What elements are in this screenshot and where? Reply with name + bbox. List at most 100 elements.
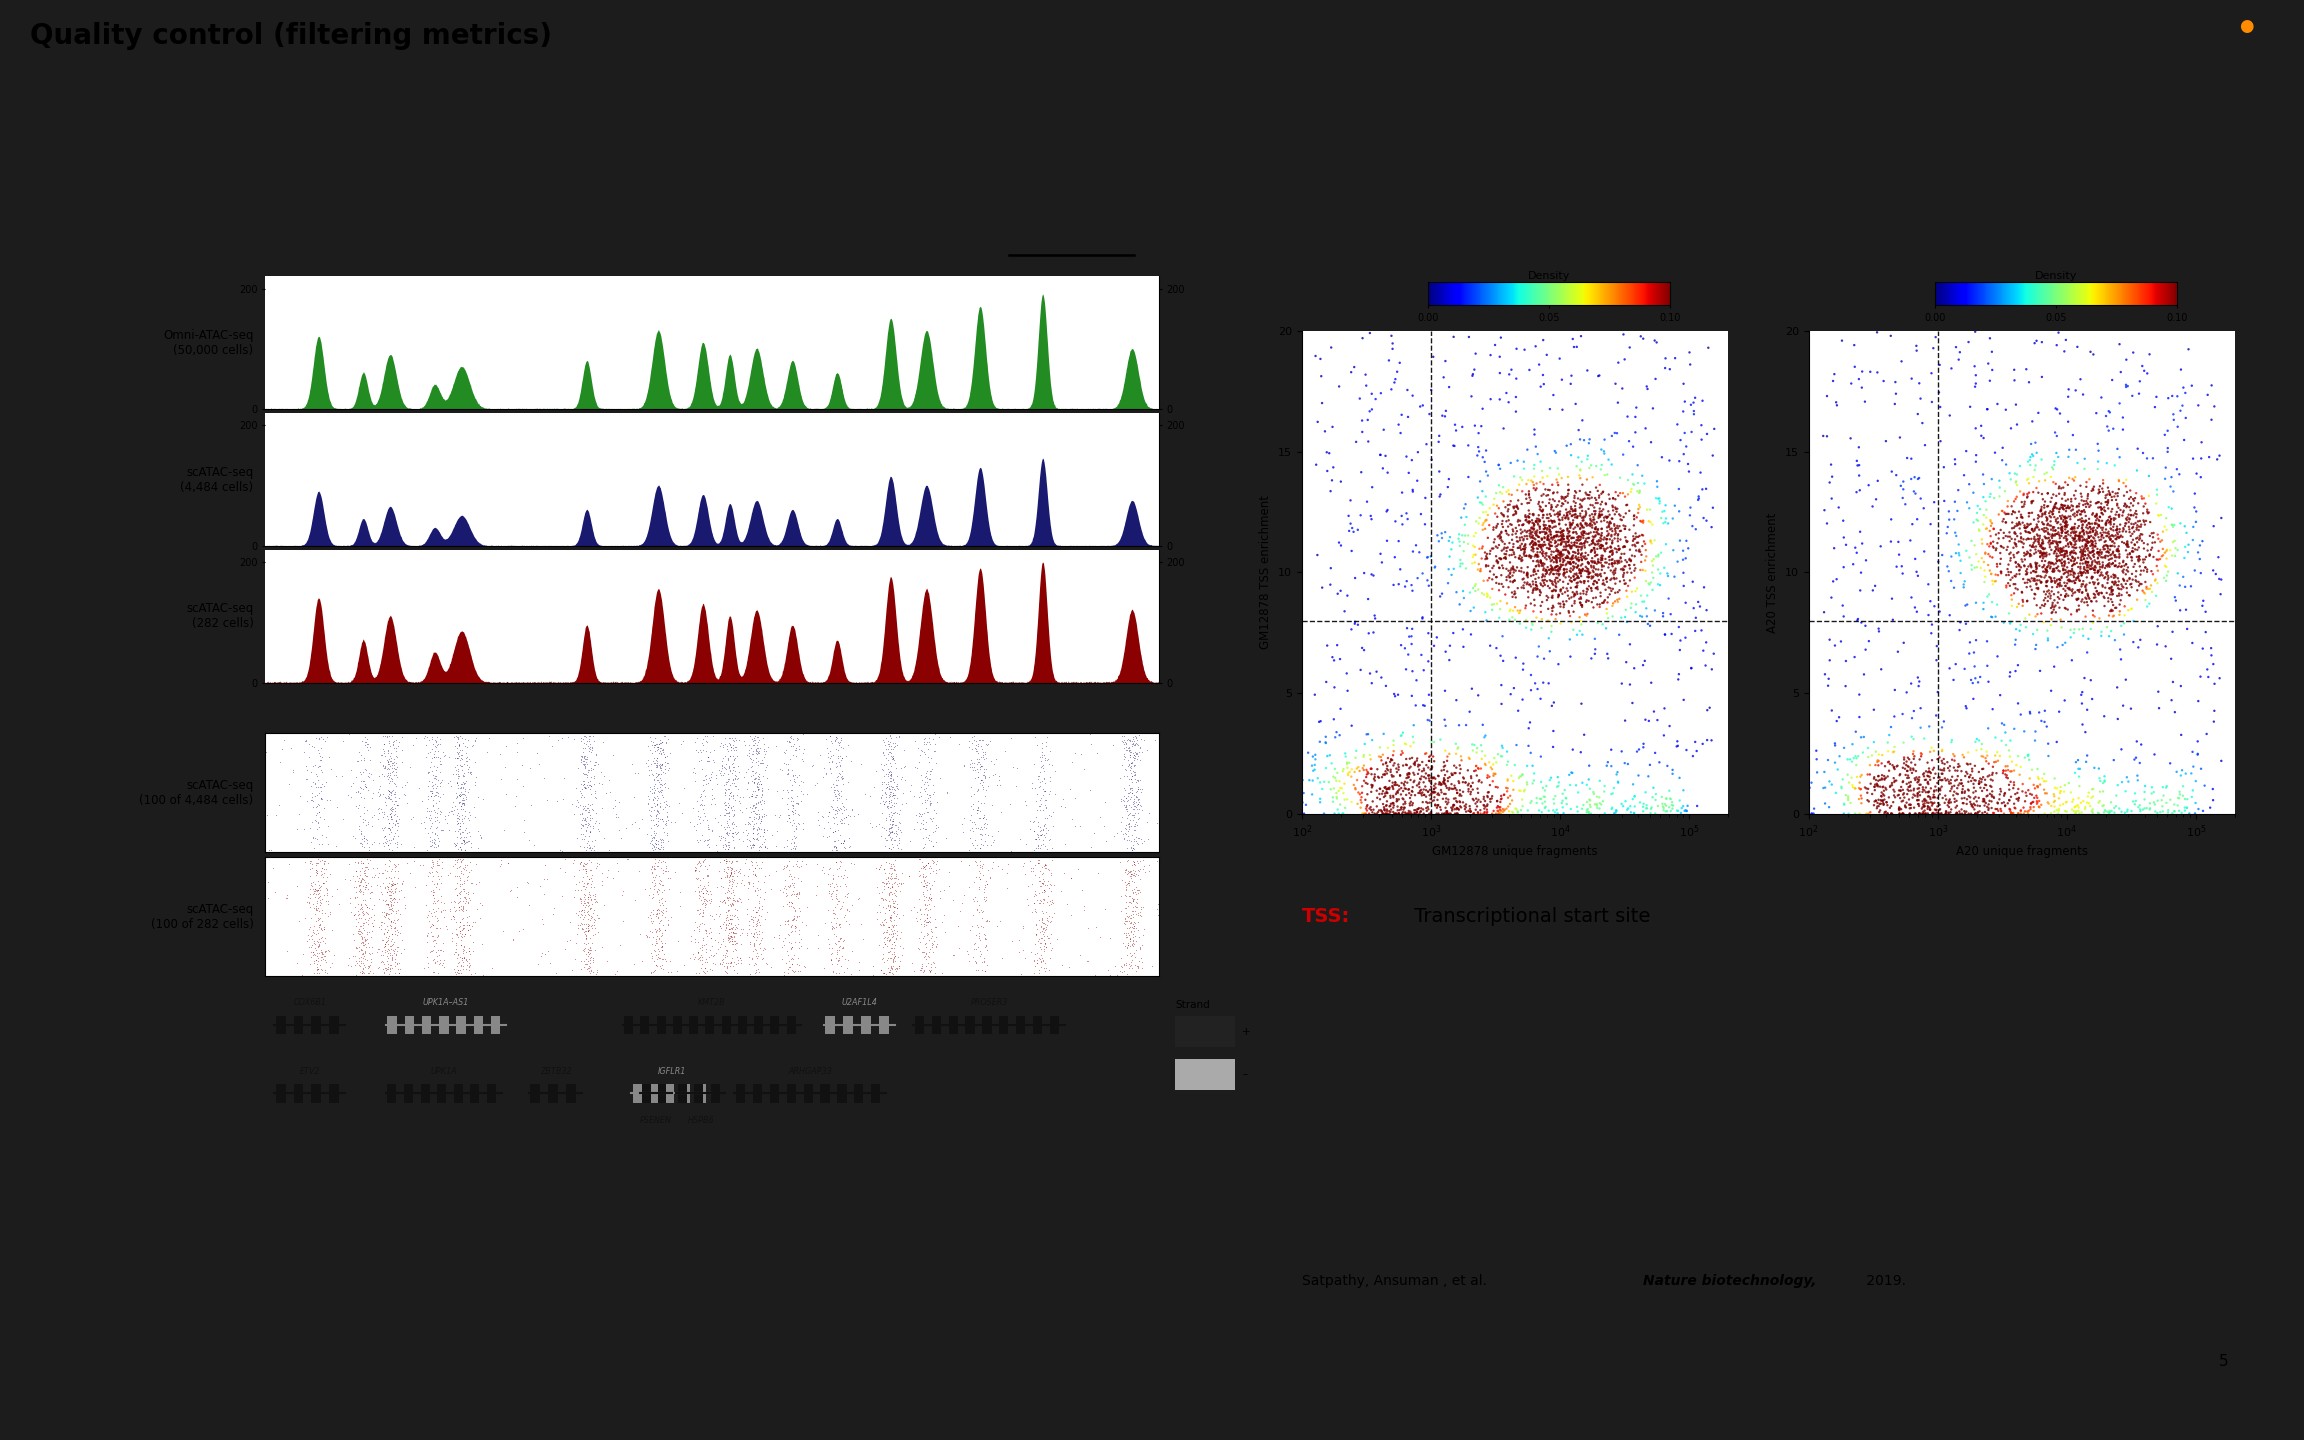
- Point: [1965, 426, 2002, 449]
- Point: [449, 854, 486, 877]
- Point: [1030, 927, 1067, 950]
- Point: [373, 757, 410, 780]
- Point: [1604, 792, 1640, 815]
- Point: [1615, 534, 1652, 557]
- Point: [1590, 505, 1627, 528]
- Point: [735, 924, 772, 948]
- Point: [2115, 494, 2152, 517]
- Point: [1912, 798, 1949, 821]
- Point: [1965, 464, 2002, 487]
- Point: [910, 888, 947, 912]
- Point: [1514, 533, 1551, 556]
- Point: [1991, 789, 2028, 812]
- Point: [1592, 782, 1629, 805]
- Point: [770, 923, 806, 946]
- Point: [1435, 325, 1472, 348]
- Point: [917, 733, 954, 756]
- Point: [776, 816, 813, 840]
- Point: [1885, 469, 1922, 492]
- Point: [1544, 789, 1581, 812]
- Point: [562, 888, 599, 912]
- Point: [1380, 788, 1417, 811]
- Point: [1530, 527, 1567, 550]
- Point: [1111, 871, 1147, 894]
- Point: [1410, 763, 1447, 786]
- Point: [1104, 730, 1140, 753]
- Point: [1348, 490, 1385, 513]
- Point: [643, 935, 680, 958]
- Point: [2067, 533, 2104, 556]
- Point: [855, 776, 892, 799]
- Point: [730, 873, 767, 896]
- Point: [1518, 543, 1555, 566]
- Point: [864, 783, 901, 806]
- Point: [714, 933, 751, 956]
- Point: [1889, 776, 1926, 799]
- Point: [961, 816, 998, 840]
- Point: [1516, 672, 1553, 696]
- Point: [1928, 802, 1965, 825]
- Point: [415, 914, 452, 937]
- Point: [2000, 514, 2037, 537]
- Point: [1484, 563, 1521, 586]
- Point: [1590, 586, 1627, 609]
- Point: [1970, 783, 2007, 806]
- Point: [714, 940, 751, 963]
- Point: [369, 805, 406, 828]
- Point: [737, 791, 774, 814]
- Point: [698, 940, 735, 963]
- Point: [871, 959, 908, 982]
- Point: [369, 930, 406, 953]
- Point: [2076, 546, 2113, 569]
- Point: [1599, 484, 1636, 507]
- Point: [2094, 369, 2131, 392]
- Point: [2120, 547, 2157, 570]
- Point: [2025, 541, 2062, 564]
- Point: [2046, 589, 2083, 612]
- Point: [1668, 799, 1705, 822]
- Point: [1576, 500, 1613, 523]
- Point: [1369, 795, 1405, 818]
- Point: [772, 789, 809, 812]
- Point: [1537, 520, 1574, 543]
- Point: [749, 837, 786, 860]
- Point: [1903, 487, 1940, 510]
- Point: [878, 802, 915, 825]
- Point: [2078, 492, 2115, 516]
- Point: [449, 829, 486, 852]
- Point: [2009, 528, 2046, 552]
- Point: [728, 818, 765, 841]
- Point: [774, 814, 811, 837]
- Point: [2101, 546, 2138, 569]
- Point: [2002, 491, 2039, 514]
- Point: [1046, 863, 1083, 886]
- Point: [343, 952, 380, 975]
- Point: [583, 760, 620, 783]
- Point: [286, 742, 323, 765]
- Point: [636, 733, 673, 756]
- Point: [419, 740, 456, 763]
- Point: [809, 863, 846, 886]
- Point: [880, 827, 917, 850]
- Point: [1972, 544, 2009, 567]
- Point: [447, 946, 484, 969]
- Point: [445, 832, 482, 855]
- Point: [638, 930, 675, 953]
- Point: [564, 783, 601, 806]
- Point: [1018, 806, 1055, 829]
- Point: [445, 828, 482, 851]
- Point: [2074, 798, 2110, 821]
- Point: [1555, 550, 1592, 573]
- Point: [2032, 585, 2069, 608]
- Point: [447, 783, 484, 806]
- Point: [1594, 798, 1631, 821]
- Point: [1396, 802, 1433, 825]
- Point: [1426, 405, 1463, 428]
- Point: [2097, 570, 2134, 593]
- Point: [574, 837, 611, 860]
- Point: [774, 824, 811, 847]
- Point: [1477, 762, 1514, 785]
- Point: [1583, 544, 1620, 567]
- Point: [641, 838, 677, 861]
- Point: [571, 907, 608, 930]
